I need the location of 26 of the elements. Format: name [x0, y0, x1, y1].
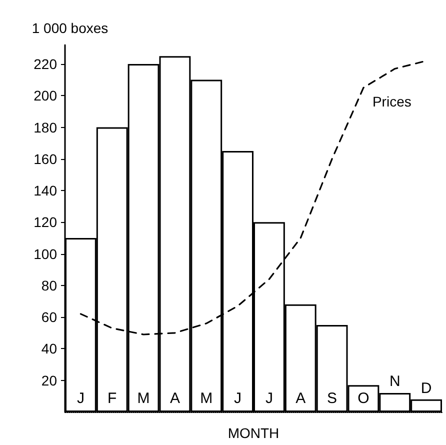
y-tick-label: 200: [34, 88, 58, 104]
x-tick-label: N: [389, 373, 400, 390]
x-tick-label: J: [234, 390, 242, 407]
y-tick-label: 180: [34, 119, 58, 136]
series-label: Prices: [372, 94, 412, 110]
x-tick-label: D: [420, 380, 432, 397]
x-tick-label: M: [200, 390, 213, 407]
x-tick-label: A: [170, 390, 180, 407]
y-tick-label: 80: [41, 277, 58, 294]
x-tick-label: F: [108, 390, 117, 407]
x-tick-label: M: [137, 390, 150, 407]
y-tick-label: 160: [34, 150, 58, 167]
y-tick-label: 140: [34, 182, 58, 199]
y-tick-label: 120: [34, 214, 58, 230]
y-tick-label: 220: [34, 56, 58, 72]
x-tick-label: J: [76, 390, 84, 407]
y-axis-title: 1 000 boxes: [32, 20, 108, 36]
y-tick-label: 20: [41, 372, 58, 388]
x-axis-title: MONTH: [228, 425, 280, 441]
y-tick-label: 100: [34, 246, 58, 262]
y-tick-label: 40: [41, 340, 58, 357]
x-tick-label: S: [327, 390, 338, 407]
x-tick-label: O: [358, 390, 370, 407]
x-tick-label: A: [296, 390, 306, 407]
x-tick-label: J: [265, 390, 273, 407]
y-tick-label: 60: [41, 309, 58, 326]
